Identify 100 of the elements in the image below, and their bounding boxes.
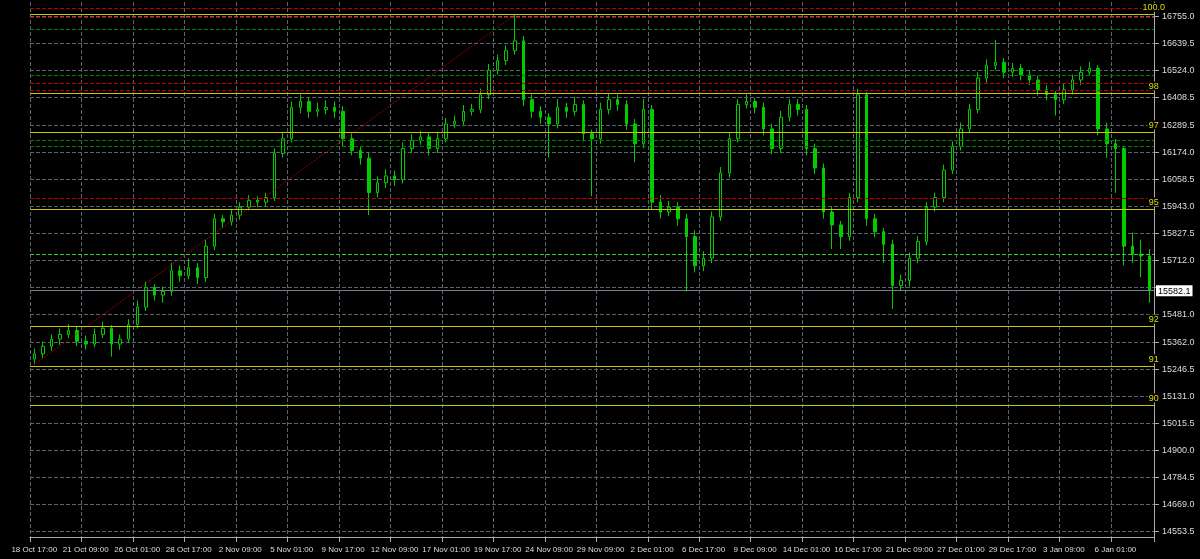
candlestick — [93, 328, 96, 348]
x-tick-label: 12 Nov 09:00 — [370, 544, 419, 554]
candlestick — [273, 147, 276, 202]
candlestick — [951, 140, 954, 175]
candlestick — [204, 239, 208, 283]
candlestick — [230, 208, 233, 227]
x-tick-label: 3 Jan 09:00 — [1043, 544, 1086, 554]
candlestick — [590, 129, 594, 197]
candlestick — [625, 99, 628, 131]
candlestick — [899, 274, 903, 292]
annotation: 90 — [1148, 392, 1159, 403]
candlestick — [762, 102, 765, 136]
x-tick-label: 27 Dec 01:00 — [937, 544, 986, 554]
y-tick-label: 14784.5 — [1162, 472, 1195, 483]
candlestick — [367, 152, 371, 216]
candlestick — [908, 252, 911, 287]
candlestick — [75, 325, 79, 347]
candlestick — [1054, 90, 1057, 117]
candlestick — [1036, 75, 1040, 97]
candlestick — [101, 321, 105, 339]
x-tick-label: 18 Oct 17:00 — [11, 544, 58, 554]
candlestick — [745, 93, 748, 110]
candlestick — [522, 35, 525, 107]
candlestick — [136, 300, 139, 330]
candlestick — [633, 118, 637, 163]
candlestick — [693, 229, 697, 273]
candlestick — [153, 283, 156, 302]
candlestick — [196, 262, 199, 285]
x-tick-label: 2 Nov 09:00 — [218, 544, 263, 554]
candlestick — [539, 105, 542, 125]
candlestick — [813, 143, 817, 175]
candlestick — [830, 206, 834, 250]
y-tick-label: 14669.0 — [1162, 499, 1195, 510]
candlestick — [959, 122, 963, 152]
candlestick — [496, 54, 499, 76]
candlestick — [933, 192, 937, 213]
candlestick — [376, 175, 379, 198]
candlestick — [702, 250, 705, 272]
candlestick — [616, 93, 619, 112]
x-tick-label: 28 Oct 17:00 — [165, 544, 213, 554]
candlestick — [1096, 64, 1100, 136]
candlestick — [796, 98, 800, 117]
candlestick — [67, 323, 70, 339]
candlestick — [925, 201, 928, 246]
candlestick — [848, 192, 851, 242]
candlestick — [565, 102, 568, 119]
candlestick — [1071, 74, 1074, 95]
candlestick — [916, 235, 920, 264]
annotation: 95 — [1148, 196, 1159, 207]
y-tick-label: 15827.5 — [1162, 228, 1195, 239]
candlestick — [710, 211, 714, 264]
candlestick — [307, 97, 311, 119]
candlestick — [530, 93, 534, 119]
candlestick — [58, 328, 62, 346]
y-tick-label: 16524.0 — [1162, 65, 1195, 76]
candlestick — [839, 220, 843, 250]
candlestick — [427, 132, 431, 156]
candlestick — [736, 98, 740, 143]
candlestick — [770, 123, 774, 155]
candlestick — [444, 117, 448, 143]
candlestick — [247, 194, 251, 211]
candlestick — [822, 163, 825, 220]
candlestick — [479, 88, 482, 114]
y-tick-label: 15131.0 — [1162, 391, 1195, 402]
candlestick — [341, 105, 345, 147]
y-tick-label: 16408.5 — [1162, 92, 1195, 103]
annotation: 100.0 — [1142, 2, 1165, 13]
candlestick — [299, 93, 302, 114]
candlestick — [1011, 62, 1014, 78]
candlestick — [942, 164, 946, 203]
candlestick — [213, 213, 216, 251]
annotation: 92 — [1148, 314, 1159, 325]
annotation: 91 — [1148, 353, 1159, 364]
x-tick-label: 29 Dec 17:00 — [988, 544, 1037, 554]
x-tick-label: 6 Jan 01:00 — [1094, 544, 1137, 554]
x-tick-label: 9 Nov 17:00 — [321, 544, 366, 554]
y-tick-label: 16755.0 — [1162, 11, 1195, 22]
candlestick — [1028, 69, 1031, 86]
y-tick-label: 14900.0 — [1162, 445, 1195, 456]
y-tick-label: 15362.0 — [1162, 337, 1195, 348]
y-tick-label: 16289.5 — [1162, 120, 1195, 131]
candlestick — [891, 239, 894, 310]
y-tick-label: 15015.5 — [1162, 418, 1195, 429]
candlestick — [805, 104, 808, 156]
candlestick — [659, 194, 662, 220]
candlestick — [290, 101, 293, 143]
candlestick — [865, 91, 868, 227]
x-tick-label: 6 Dec 17:00 — [681, 544, 726, 554]
candlestick — [1105, 122, 1109, 159]
candlestick — [994, 39, 997, 71]
candlestick — [719, 166, 722, 222]
candlestick — [976, 71, 980, 114]
candlestick — [1148, 248, 1151, 304]
candlestick — [324, 99, 328, 115]
candlestick — [170, 262, 173, 297]
candlestick — [187, 257, 190, 280]
candlestick — [873, 213, 877, 238]
candlestick — [1114, 138, 1117, 194]
candlestick — [1131, 232, 1134, 264]
candlestick — [556, 98, 559, 129]
